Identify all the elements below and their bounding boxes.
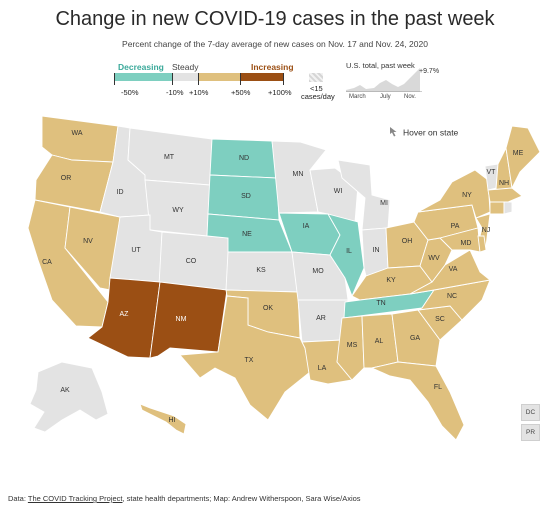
- pointer-icon: [388, 126, 399, 140]
- us-total-title: U.S. total, past week: [346, 61, 415, 70]
- state-label-sd: SD: [241, 193, 251, 200]
- state-label-ne: NE: [242, 231, 252, 238]
- state-label-mt: MT: [164, 154, 175, 161]
- map-subtitle: Percent change of the 7-day average of n…: [122, 39, 428, 49]
- state-label-wa: WA: [71, 130, 82, 137]
- state-label-nj: NJ: [482, 227, 491, 234]
- state-label-or: OR: [61, 175, 72, 182]
- state-label-ca: CA: [42, 259, 52, 266]
- source-prefix: Data:: [8, 494, 28, 503]
- state-tx[interactable]: [179, 295, 311, 421]
- legend-bar-steady: [172, 73, 198, 81]
- legend-tick: [172, 73, 173, 85]
- state-label-al: AL: [375, 338, 384, 345]
- legend-tick: [114, 73, 115, 85]
- state-label-ny: NY: [462, 192, 472, 199]
- us-total-month: July: [380, 94, 391, 100]
- state-label-va: VA: [449, 266, 458, 273]
- legend-tick-label: +50%: [231, 88, 251, 97]
- state-ak[interactable]: [29, 361, 109, 433]
- us-total-month: March: [349, 94, 366, 100]
- state-labels: WA OR CA NV ID MT WY UT CO AZ NM ND SD N…: [42, 130, 523, 424]
- legend-bar-increasing: [198, 73, 240, 81]
- legend-low-sub-label: cases/day: [301, 92, 335, 101]
- state-label-ar: AR: [316, 315, 326, 322]
- state-label-mn: MN: [293, 171, 304, 178]
- state-label-nv: NV: [83, 238, 93, 245]
- state-label-fl: FL: [434, 384, 442, 391]
- legend-tick: [240, 73, 241, 85]
- us-total-month: Nov.: [404, 94, 416, 100]
- state-fl[interactable]: [370, 361, 465, 441]
- us-total-value: +9.7%: [419, 68, 440, 75]
- state-mo[interactable]: [291, 251, 349, 301]
- state-label-mi: MI: [380, 200, 388, 207]
- state-label-nc: NC: [447, 293, 457, 300]
- state-label-ok: OK: [263, 305, 273, 312]
- state-label-ut: UT: [131, 247, 141, 254]
- state-label-co: CO: [186, 258, 197, 265]
- us-total-chart: [346, 68, 422, 92]
- state-label-tx: TX: [245, 357, 254, 364]
- legend-decreasing-label: Decreasing: [118, 62, 164, 72]
- state-ri[interactable]: [503, 201, 513, 215]
- state-label-id: ID: [117, 189, 124, 196]
- state-label-pa: PA: [451, 223, 460, 230]
- state-label-il: IL: [346, 248, 352, 255]
- legend-bar-big-increase: [240, 73, 283, 81]
- legend-low-label: <15: [310, 84, 323, 93]
- state-label-ks: KS: [256, 267, 266, 274]
- legend-tick-label: +100%: [268, 88, 292, 97]
- territory-pr[interactable]: PR: [521, 424, 540, 441]
- state-label-ia: IA: [303, 223, 310, 230]
- state-label-hi: HI: [169, 417, 176, 424]
- legend-steady-label: Steady: [172, 62, 199, 72]
- legend-tick-label: -10%: [166, 88, 184, 97]
- territory-dc[interactable]: DC: [521, 404, 540, 421]
- state-label-wv: WV: [428, 255, 440, 262]
- state-label-md: MD: [461, 240, 472, 247]
- state-label-la: LA: [318, 365, 327, 372]
- hover-hint: Hover on state: [388, 126, 458, 140]
- state-label-mo: MO: [312, 268, 324, 275]
- state-label-nh: NH: [499, 180, 509, 187]
- state-il[interactable]: [327, 213, 365, 298]
- state-label-ky: KY: [386, 277, 396, 284]
- state-label-wi: WI: [334, 188, 343, 195]
- state-me[interactable]: [505, 125, 541, 190]
- state-hi[interactable]: [139, 403, 187, 435]
- legend-low-swatch: [309, 73, 323, 82]
- state-label-vt: VT: [487, 169, 497, 176]
- state-label-tn: TN: [376, 300, 385, 307]
- hover-hint-label: Hover on state: [403, 127, 459, 138]
- map-title: Change in new COVID-19 cases in the past…: [55, 8, 495, 30]
- source-credit: Data: The COVID Tracking Project, state …: [8, 494, 361, 503]
- legend-bar-decreasing: [114, 73, 172, 81]
- state-de[interactable]: [477, 235, 487, 253]
- source-link[interactable]: The COVID Tracking Project: [27, 494, 123, 503]
- state-ms[interactable]: [336, 315, 365, 381]
- state-label-oh: OH: [402, 238, 413, 245]
- legend-tick: [283, 73, 284, 85]
- state-nm[interactable]: [149, 281, 228, 359]
- legend-increasing-label: Increasing: [251, 62, 294, 72]
- legend-tick-label: +10%: [189, 88, 209, 97]
- state-label-az: AZ: [120, 311, 130, 318]
- state-label-ak: AK: [60, 387, 70, 394]
- state-ma[interactable]: [487, 187, 523, 203]
- state-label-ms: MS: [347, 342, 358, 349]
- state-label-sc: SC: [435, 316, 445, 323]
- state-label-wy: WY: [172, 207, 184, 214]
- state-label-nm: NM: [176, 316, 187, 323]
- state-md[interactable]: [439, 227, 481, 253]
- source-rest: , state health departments; Map: Andrew …: [122, 494, 361, 503]
- state-label-me: ME: [513, 150, 524, 157]
- state-label-ga: GA: [410, 335, 420, 342]
- state-label-nd: ND: [239, 155, 249, 162]
- legend-tick: [198, 73, 199, 85]
- legend-tick-label: -50%: [121, 88, 139, 97]
- state-label-in: IN: [373, 247, 380, 254]
- state-ct[interactable]: [489, 201, 505, 215]
